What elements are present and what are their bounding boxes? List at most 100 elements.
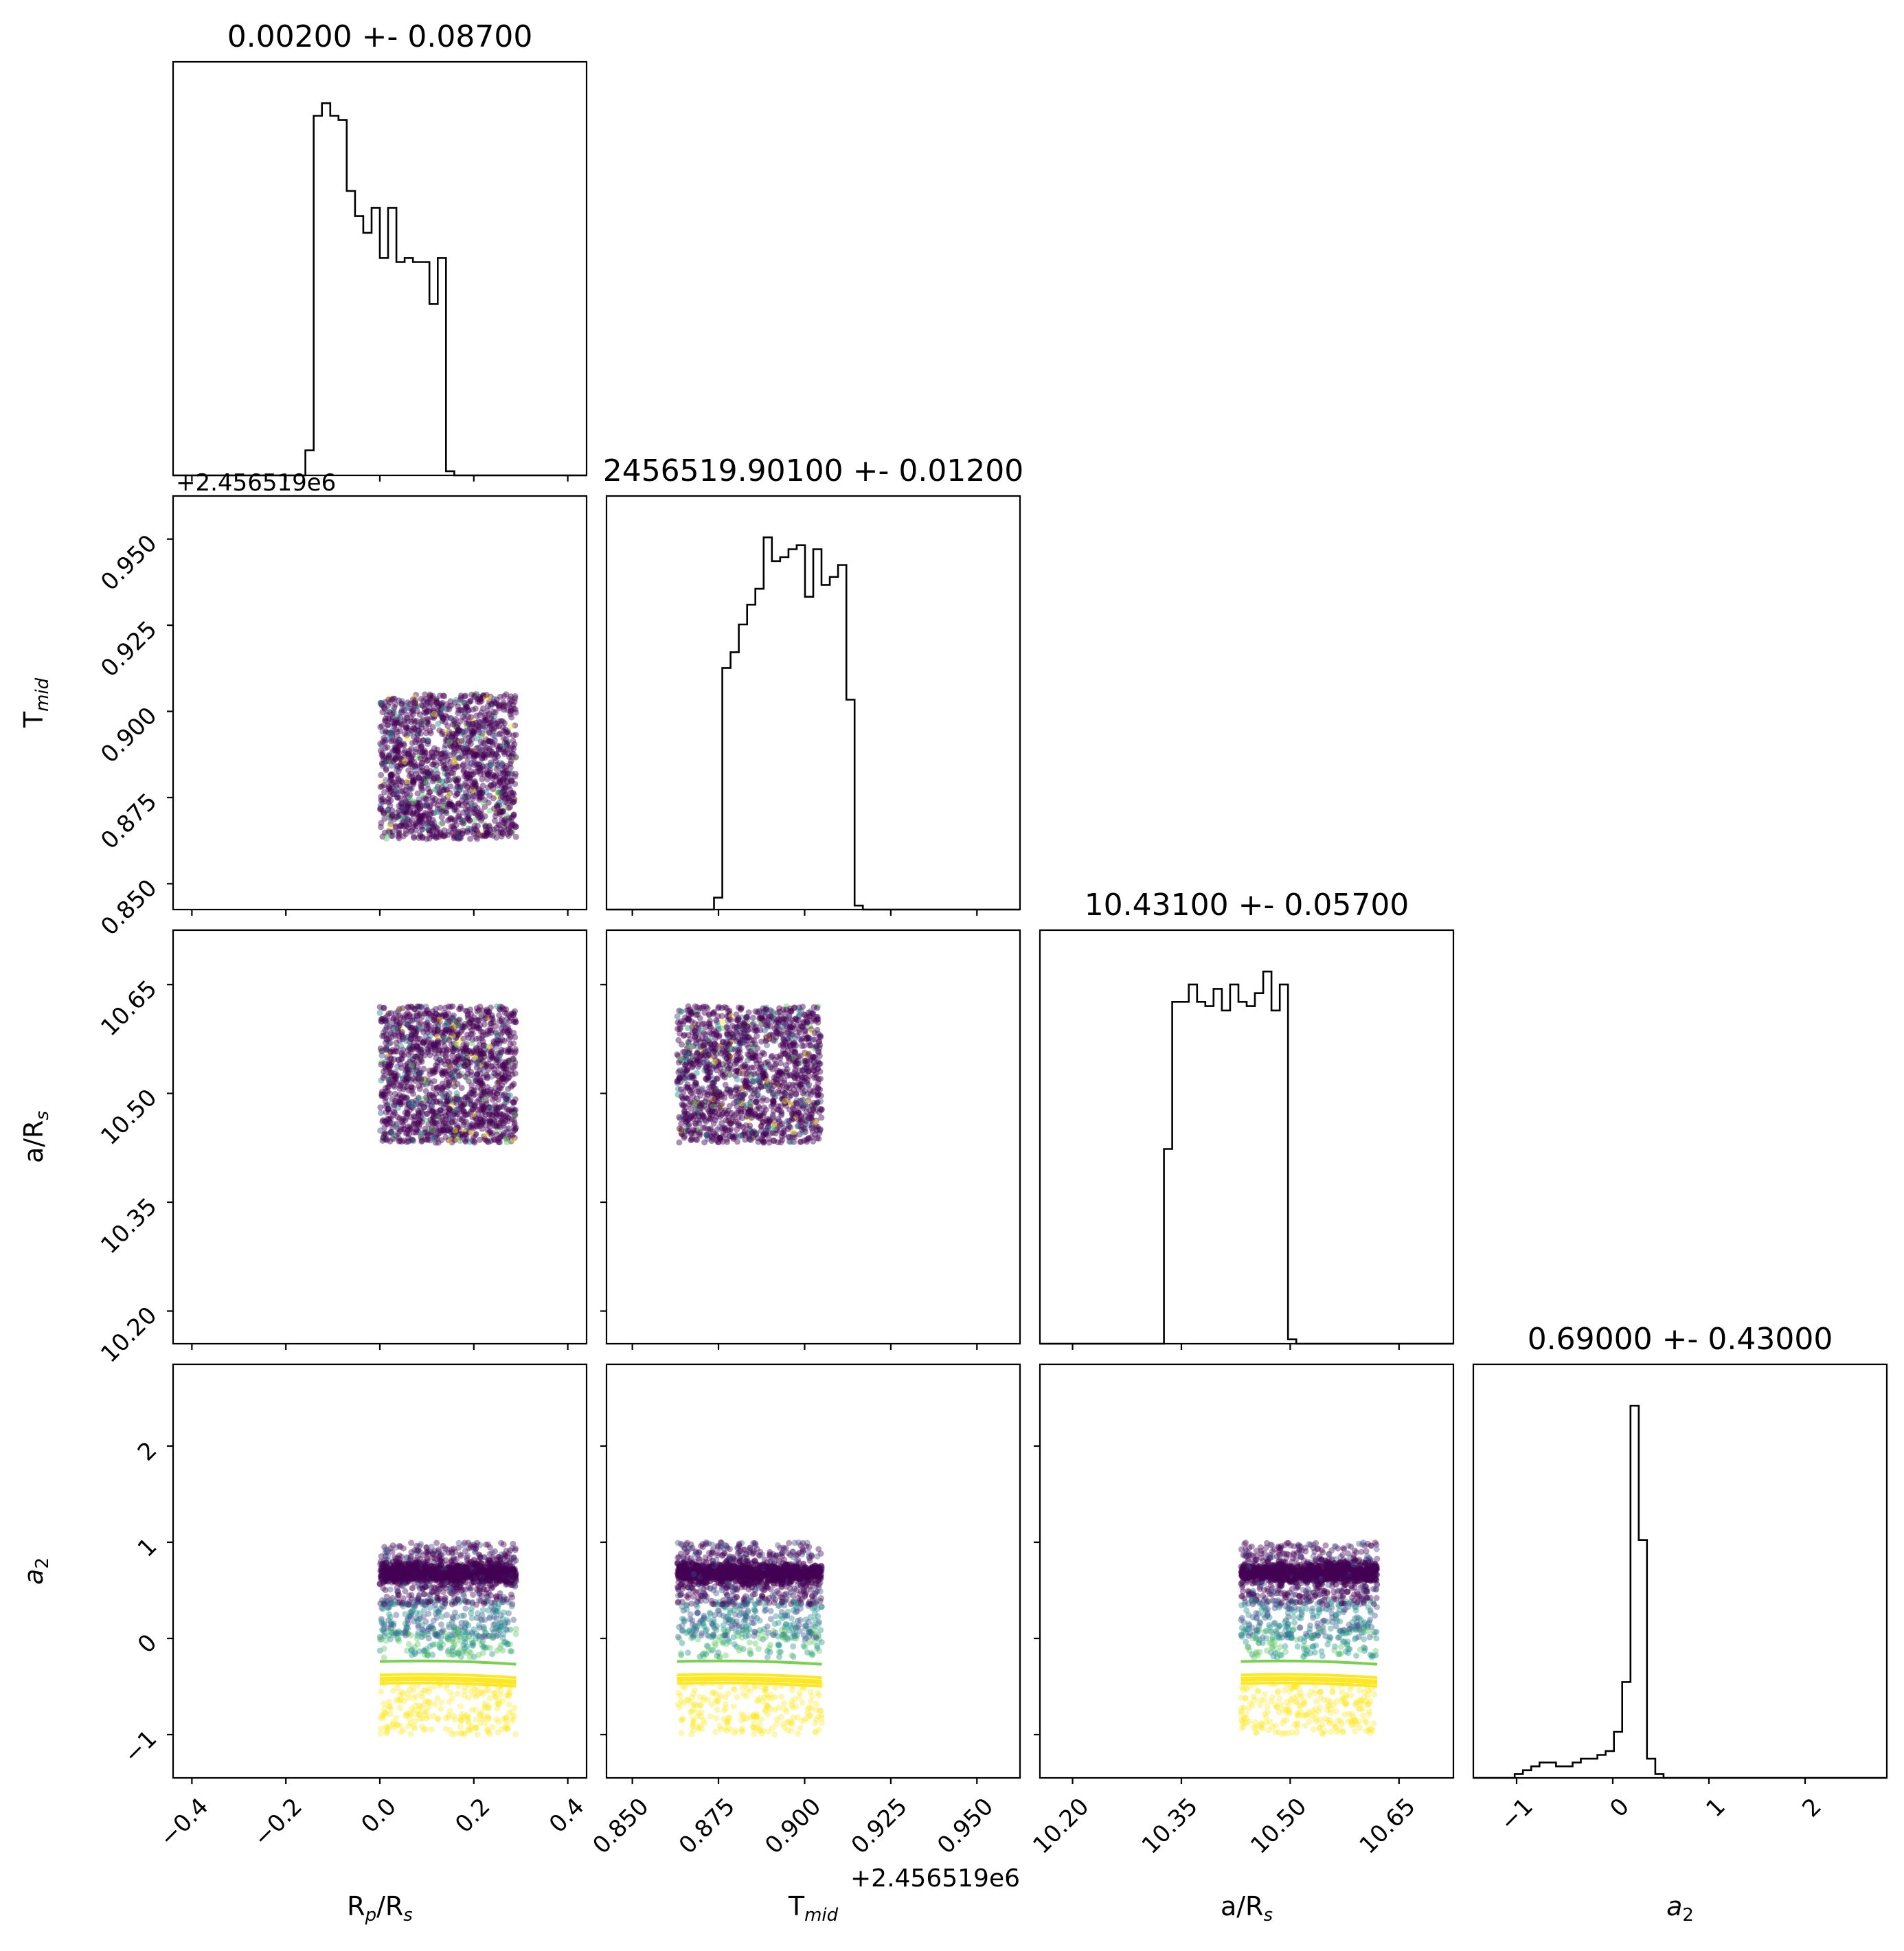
scatter-point xyxy=(456,727,463,734)
scatter-point xyxy=(791,1040,798,1047)
scatter-point xyxy=(412,1129,419,1136)
scatter-point xyxy=(424,1101,431,1108)
scatter-point xyxy=(492,750,499,757)
scatter-point xyxy=(394,794,401,801)
scatter-point xyxy=(444,801,451,808)
scatter-point xyxy=(389,813,395,820)
scatter-point xyxy=(401,809,407,816)
scatter-point xyxy=(723,1044,729,1050)
scatter-point xyxy=(389,814,396,821)
scatter-point xyxy=(464,813,471,820)
scatter-point xyxy=(422,771,428,778)
scatter-point xyxy=(468,1039,475,1046)
scatter-point xyxy=(443,809,450,816)
scatter-point xyxy=(512,823,519,830)
scatter-point xyxy=(435,721,442,727)
scatter-point xyxy=(407,1101,414,1108)
scatter-point xyxy=(464,770,471,777)
scatter-point xyxy=(389,747,396,754)
scatter-point xyxy=(405,767,412,774)
scatter-point xyxy=(482,747,489,753)
scatter-point xyxy=(482,822,489,829)
scatter-point xyxy=(721,1109,727,1116)
scatter-point xyxy=(426,804,433,811)
scatter-point xyxy=(508,1083,514,1090)
scatter-point xyxy=(407,1049,414,1056)
scatter-point xyxy=(385,807,392,813)
scatter-point xyxy=(506,782,512,789)
scatter-point xyxy=(473,712,480,719)
scatter-point xyxy=(680,1103,687,1109)
scatter-point xyxy=(452,1040,459,1047)
scatter-point xyxy=(737,1064,744,1071)
scatter-point xyxy=(510,798,517,805)
scatter-point xyxy=(727,1061,734,1068)
scatter-point xyxy=(452,755,459,762)
scatter-point xyxy=(767,1130,773,1137)
scatter-point xyxy=(473,1098,480,1105)
scatter-point xyxy=(479,776,486,782)
scatter-point xyxy=(413,771,420,778)
scatter-point xyxy=(471,822,478,829)
scatter-point xyxy=(440,833,446,839)
scatter-point xyxy=(462,1045,469,1052)
scatter-point xyxy=(398,823,405,829)
scatter-point xyxy=(387,716,394,723)
scatter-point xyxy=(429,749,435,756)
scatter-point xyxy=(440,1092,446,1099)
scatter-point xyxy=(481,804,488,810)
scatter-point xyxy=(471,761,477,768)
scatter-point xyxy=(501,1065,508,1072)
scatter-point xyxy=(443,728,450,735)
scatter-point xyxy=(429,833,435,839)
scatter-point xyxy=(425,721,432,728)
scatter-point xyxy=(734,1030,740,1037)
scatter-point xyxy=(508,825,515,832)
scatter-point xyxy=(449,1003,456,1010)
scatter-point xyxy=(418,745,424,752)
scatter-point xyxy=(435,1083,442,1090)
scatter-point xyxy=(389,1136,396,1142)
scatter-point xyxy=(805,1038,812,1045)
scatter-point xyxy=(462,800,468,807)
scatter-point xyxy=(387,774,394,780)
scatter-point xyxy=(681,1070,688,1077)
scatter-point xyxy=(449,1046,456,1052)
scatter-point xyxy=(398,698,405,705)
scatter-point xyxy=(405,1127,411,1134)
scatter-point xyxy=(463,1131,470,1138)
scatter-point xyxy=(488,782,495,789)
scatter-point xyxy=(392,745,399,752)
scatter-point xyxy=(678,1093,685,1100)
scatter-point xyxy=(503,795,510,802)
scatter-point xyxy=(385,758,392,765)
scatter-point xyxy=(449,1029,455,1036)
scatter-point xyxy=(410,780,417,787)
scatter-point xyxy=(400,742,407,749)
scatter-point xyxy=(440,798,446,804)
scatter-point xyxy=(398,709,405,716)
scatter-point xyxy=(457,835,464,842)
scatter-point xyxy=(464,775,470,782)
scatter-point xyxy=(461,743,468,750)
scatter-point xyxy=(387,785,394,792)
scatter-point xyxy=(437,806,444,813)
scatter-point xyxy=(409,774,416,780)
scatter-point xyxy=(377,699,384,706)
scatter-point xyxy=(477,749,484,756)
scatter-point xyxy=(478,793,485,800)
scatter-point xyxy=(426,772,433,779)
scatter-point xyxy=(432,787,439,793)
scatter-point xyxy=(764,1083,771,1090)
scatter-point xyxy=(444,832,451,838)
scatter-point xyxy=(392,717,399,724)
scatter-point xyxy=(494,793,501,800)
scatter-point xyxy=(439,778,446,785)
scatter-point xyxy=(502,799,508,806)
scatter-point xyxy=(445,800,452,807)
scatter-point xyxy=(385,828,392,835)
scatter-point xyxy=(417,1019,424,1026)
scatter-point xyxy=(410,798,417,805)
scatter-point xyxy=(462,789,469,796)
scatter-point xyxy=(441,827,448,834)
